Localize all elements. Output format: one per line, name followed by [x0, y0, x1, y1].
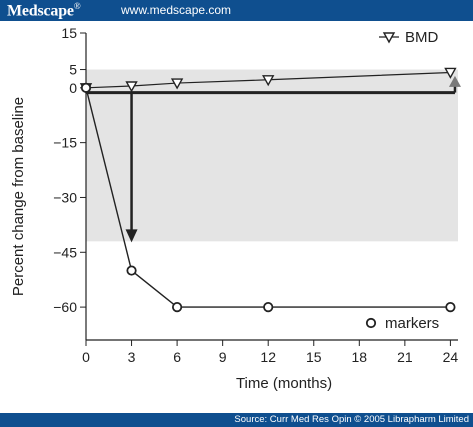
x-tick-label: 6: [173, 349, 181, 365]
y-tick-label: −30: [53, 189, 77, 205]
bmd-point: [262, 75, 275, 87]
y-tick-label: −60: [53, 299, 77, 315]
medscape-logo[interactable]: Medscape®: [7, 1, 81, 20]
y-tick-label: 15: [61, 25, 77, 41]
bmd-point: [125, 81, 138, 93]
y-tick-label: 0: [69, 80, 77, 96]
source-citation: Source: Curr Med Res Opin © 2005 Libraph…: [234, 414, 469, 425]
markers-point: [263, 302, 274, 313]
y-axis-label: Percent change from baseline: [10, 97, 27, 296]
x-axis-label: Time (months): [236, 375, 332, 392]
markers-point: [172, 302, 183, 313]
x-tick-label: 0: [82, 349, 90, 365]
y-tick-label: −15: [53, 135, 77, 151]
brand-name: Medscape: [7, 2, 74, 20]
footer-bar: Source: Curr Med Res Opin © 2005 Libraph…: [0, 413, 473, 427]
bmd-point: [444, 67, 457, 79]
markers-point: [126, 265, 137, 276]
x-tick-label: 18: [352, 349, 368, 365]
x-tick-label: 21: [397, 349, 413, 365]
legend-markers-marker: [365, 317, 377, 329]
x-tick-label: 3: [128, 349, 136, 365]
markers-point: [80, 82, 92, 93]
markers-point: [445, 302, 456, 313]
y-tick-label: 5: [69, 62, 77, 78]
header-bar: Medscape® www.medscape.com: [0, 0, 473, 21]
legend-bmd-label: BMD: [405, 29, 439, 46]
brand-registered-mark: ®: [73, 1, 81, 11]
site-url-link[interactable]: www.medscape.com: [121, 3, 232, 17]
up-arrow-head: [448, 75, 461, 87]
x-tick-label: 24: [443, 349, 459, 365]
legend-markers-label: markers: [385, 315, 439, 332]
shaded-band: [86, 69, 458, 242]
x-tick-label: 15: [306, 349, 322, 365]
down-arrow-head: [125, 229, 138, 243]
chart: 0 3 6 9 12 15 18 21 24 15 5 0 −15 −30 −45 −60 Time (mont…: [10, 25, 461, 392]
x-tick-label: 12: [260, 349, 276, 365]
y-tick-label: −45: [53, 244, 77, 260]
x-tick-label: 9: [219, 349, 227, 365]
bmd-point: [170, 78, 184, 90]
legend-bmd-marker: [382, 32, 396, 44]
